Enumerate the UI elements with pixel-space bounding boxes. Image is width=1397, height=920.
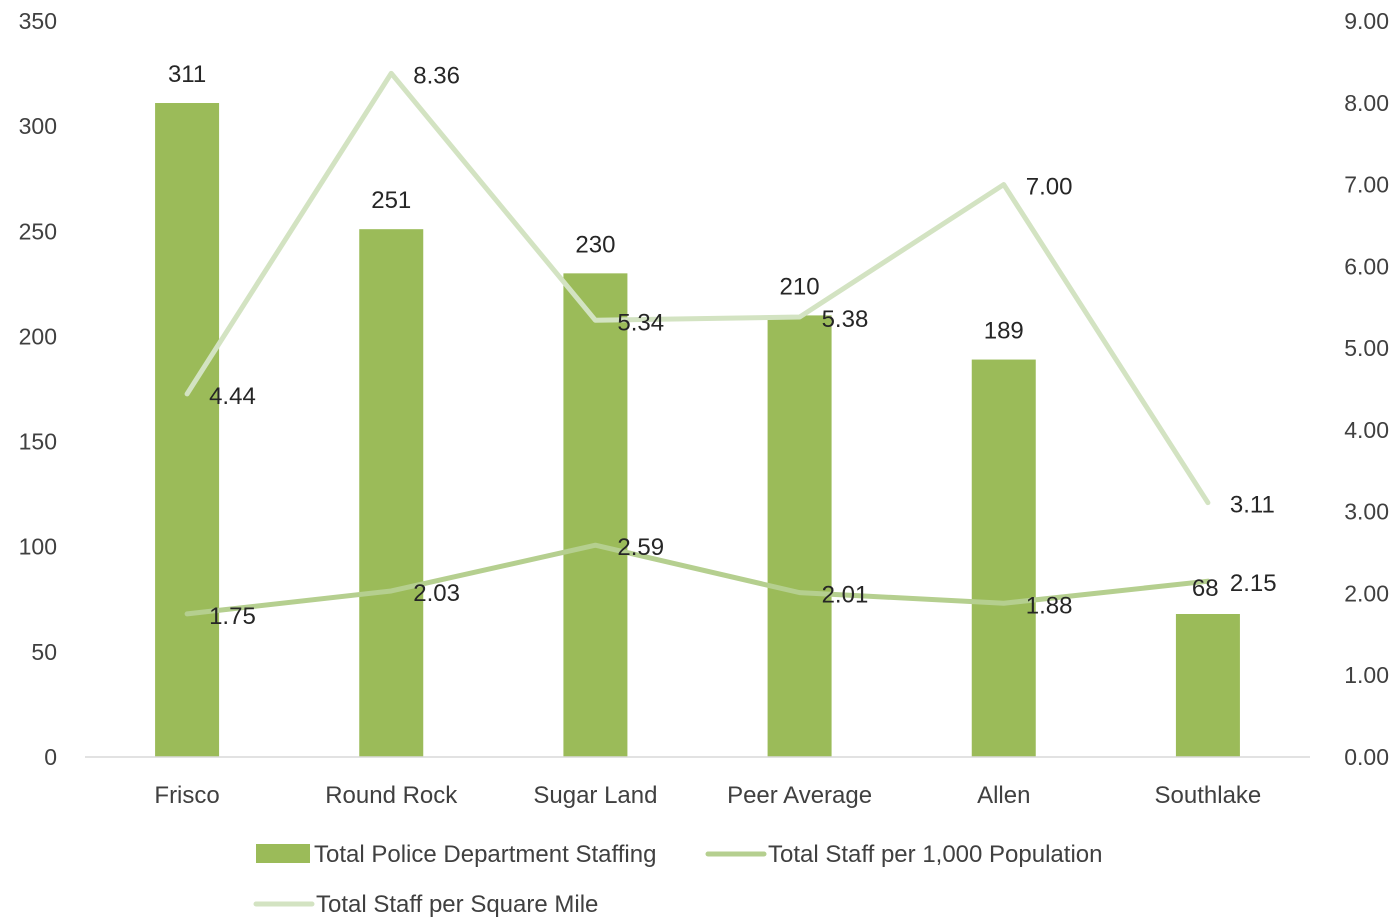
line-data-label: 2.01 [822,582,869,609]
bar-sugar-land [563,273,628,757]
bar-allen [971,359,1036,757]
left-axis-tick-label: 200 [19,323,57,349]
bar-data-label: 311 [168,61,206,88]
line-data-label: 1.88 [1026,592,1073,619]
legend-swatch-bar [256,844,310,863]
legend-label: Total Police Department Staffing [314,841,656,868]
right-axis-ticks: 0.00 1.00 2.00 3.00 4.00 5.00 6.00 7.00 8.00 9.00 [1344,8,1389,770]
line-total-staff-per-square-mile [184,70,1211,506]
left-axis-tick-label: 250 [19,218,57,244]
right-axis-tick-label: 5.00 [1344,335,1389,361]
line-series [184,70,1211,617]
bar-data-label: 210 [780,273,820,300]
left-axis-tick-label: 50 [31,639,57,665]
legend: Total Police Department Staffing Total St… [253,841,1102,918]
line-data-label: 3.11 [1230,492,1275,519]
bar-frisco [155,103,220,758]
left-axis-tick-label: 100 [19,534,57,560]
legend-label: Total Staff per 1,000 Population [768,841,1102,868]
left-axis-tick-label: 0 [44,744,57,770]
line-data-label: 5.34 [617,309,664,336]
bar-data-label: 189 [984,318,1024,345]
right-axis-tick-label: 4.00 [1344,417,1389,443]
line-data-label: 2.15 [1230,570,1277,597]
bar-peer-average [767,315,832,757]
line-data-label: 4.44 [209,383,256,410]
category-label: Sugar Land [533,782,657,809]
right-axis-tick-label: 0.00 [1344,744,1389,770]
category-labels: Frisco Round Rock Sugar Land Peer Average Al… [154,782,1261,809]
line-data-label: 1.75 [209,603,256,630]
right-axis-tick-label: 1.00 [1344,662,1389,688]
bar-data-label: 251 [371,187,411,214]
line-data-label: 2.59 [617,534,664,561]
right-axis-tick-label: 3.00 [1344,499,1389,525]
line-data-label: 2.03 [413,580,460,607]
line-total-staff-per-1-000-population [184,542,1211,617]
bar-round-rock [359,229,424,757]
left-axis-tick-label: 300 [19,113,57,139]
left-axis-ticks: 0 50 100 150 200 250 300 350 [19,8,57,770]
data-labels: 311 251 230 210 189 68 1.75 2.03 2.59 2.01 1.88 2.1… [168,61,1277,630]
category-label: Frisco [154,782,219,809]
category-label: Allen [977,782,1030,809]
left-axis-tick-label: 350 [19,8,57,34]
category-label: Southlake [1155,782,1262,809]
left-axis-tick-label: 150 [19,429,57,455]
line-data-label: 7.00 [1026,174,1073,201]
legend-label: Total Staff per Square Mile [316,891,598,918]
bar-data-label: 68 [1192,575,1219,602]
category-label: Round Rock [325,782,458,809]
line-data-label: 5.38 [822,306,869,333]
line-data-label: 8.36 [413,62,460,89]
bar-southlake [1175,614,1240,757]
category-label: Peer Average [727,782,872,809]
right-axis-tick-label: 8.00 [1344,90,1389,116]
bar-data-label: 230 [575,231,615,258]
right-axis-tick-label: 9.00 [1344,8,1389,34]
right-axis-tick-label: 6.00 [1344,253,1389,279]
bar-series [155,103,1240,758]
right-axis-tick-label: 2.00 [1344,580,1389,606]
right-axis-tick-label: 7.00 [1344,172,1389,198]
